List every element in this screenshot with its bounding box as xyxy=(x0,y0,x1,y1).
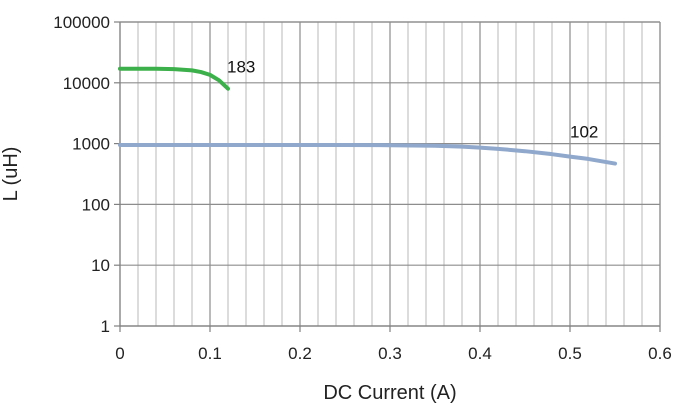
y-tick-label: 10 xyxy=(91,256,110,275)
series-line-102 xyxy=(118,142,617,166)
x-tick-label: 0 xyxy=(115,344,124,363)
y-axis-title: L (uH) xyxy=(0,147,22,202)
series-label-183: 183 xyxy=(227,57,255,76)
y-tick-label: 100 xyxy=(82,195,110,214)
x-axis-title: DC Current (A) xyxy=(323,382,456,404)
x-tick-label: 0.4 xyxy=(468,344,492,363)
x-tick-label: 0.1 xyxy=(198,344,222,363)
y-tick-label: 1000 xyxy=(72,135,110,154)
x-tick-label: 0.2 xyxy=(288,344,312,363)
series-line-183 xyxy=(118,66,230,91)
y-tick-label: 1 xyxy=(101,317,110,336)
x-tick-label: 0.3 xyxy=(378,344,402,363)
x-tick-label: 0.6 xyxy=(648,344,672,363)
label-layer: 183 102 xyxy=(227,57,598,141)
y-tick-label: 100000 xyxy=(53,13,110,32)
series-layer xyxy=(118,66,617,166)
grid-layer xyxy=(119,21,661,327)
series-label-102: 102 xyxy=(570,123,598,142)
axis-layer: 0 0.1 0.2 0.3 0.4 0.5 0.6 1 10 100 1000 10000 100000 xyxy=(53,13,672,363)
x-tick-label: 0.5 xyxy=(558,344,582,363)
y-tick-label: 10000 xyxy=(63,74,110,93)
